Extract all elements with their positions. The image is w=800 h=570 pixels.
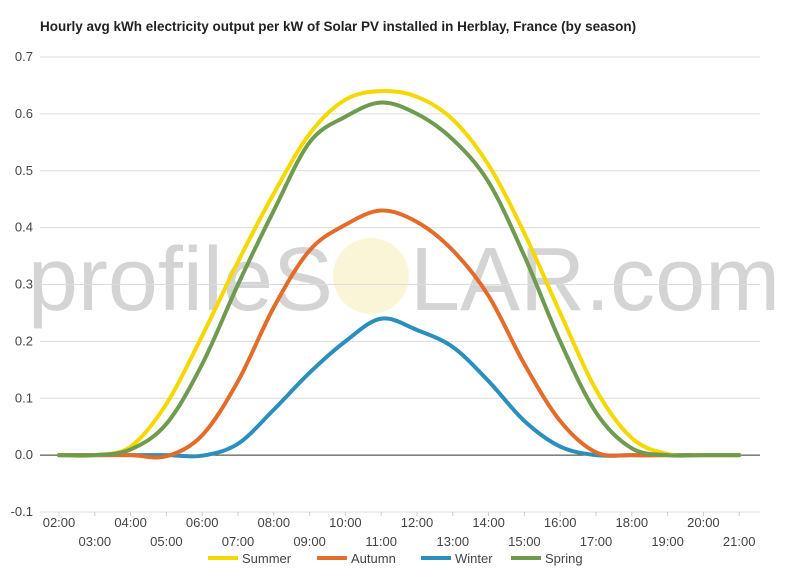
series-line-summer <box>57 89 742 458</box>
chart-title: Hourly avg kWh electricity output per kW… <box>40 19 637 34</box>
x-tick-label: 20:00 <box>687 515 720 530</box>
x-tick-label: 03:00 <box>79 534 112 549</box>
y-tick-label: 0.6 <box>15 106 33 121</box>
y-tick-label: 0.5 <box>15 163 33 178</box>
grid <box>40 56 760 513</box>
series-line-autumn <box>57 208 742 460</box>
x-tick-label: 15:00 <box>508 534 541 549</box>
watermark: profileS LAR.com <box>28 230 780 330</box>
x-tick-label: 04:00 <box>114 515 147 530</box>
x-tick-label: 02:00 <box>43 515 76 530</box>
x-tick-label: 08:00 <box>258 515 291 530</box>
x-tick-label: 06:00 <box>186 515 219 530</box>
watermark-left-text: profileS <box>28 230 333 330</box>
x-tick-label: 21:00 <box>723 534 756 549</box>
x-tick-label: 14:00 <box>472 515 505 530</box>
series-line-winter <box>57 316 742 459</box>
series-lines <box>57 89 742 460</box>
x-tick-label: 09:00 <box>293 534 326 549</box>
x-tick-label: 10:00 <box>329 515 362 530</box>
y-axis: -0.1 0.0 0.1 0.2 0.3 0.4 0.5 0.6 0.7 <box>11 49 33 519</box>
y-tick-label: 0.0 <box>15 447 33 462</box>
y-tick-label: -0.1 <box>11 504 33 519</box>
y-tick-label: 0.1 <box>15 390 33 405</box>
watermark-sun-icon <box>333 238 409 314</box>
x-tick-label: 18:00 <box>616 515 649 530</box>
x-axis: 02:0003:0004:0005:0006:0007:0008:0009:00… <box>43 512 756 549</box>
x-tick-label: 12:00 <box>401 515 434 530</box>
legend-label-winter: Winter <box>455 551 493 566</box>
x-tick-label: 19:00 <box>651 534 684 549</box>
legend-label-autumn: Autumn <box>351 551 396 566</box>
y-tick-label: 0.7 <box>15 49 33 64</box>
x-tick-label: 13:00 <box>437 534 470 549</box>
legend: Summer Autumn Winter Spring <box>208 551 583 566</box>
watermark-right-text: LAR.com <box>410 230 780 330</box>
legend-label-spring: Spring <box>545 551 583 566</box>
series-line-spring <box>57 100 742 458</box>
x-tick-label: 07:00 <box>222 534 255 549</box>
x-tick-label: 05:00 <box>150 534 183 549</box>
y-tick-label: 0.3 <box>15 277 33 292</box>
legend-label-summer: Summer <box>242 551 292 566</box>
x-tick-label: 11:00 <box>365 534 397 549</box>
x-tick-label: 16:00 <box>544 515 577 530</box>
y-tick-label: 0.2 <box>15 333 33 348</box>
x-tick-label: 17:00 <box>580 534 613 549</box>
y-tick-label: 0.4 <box>15 220 33 235</box>
